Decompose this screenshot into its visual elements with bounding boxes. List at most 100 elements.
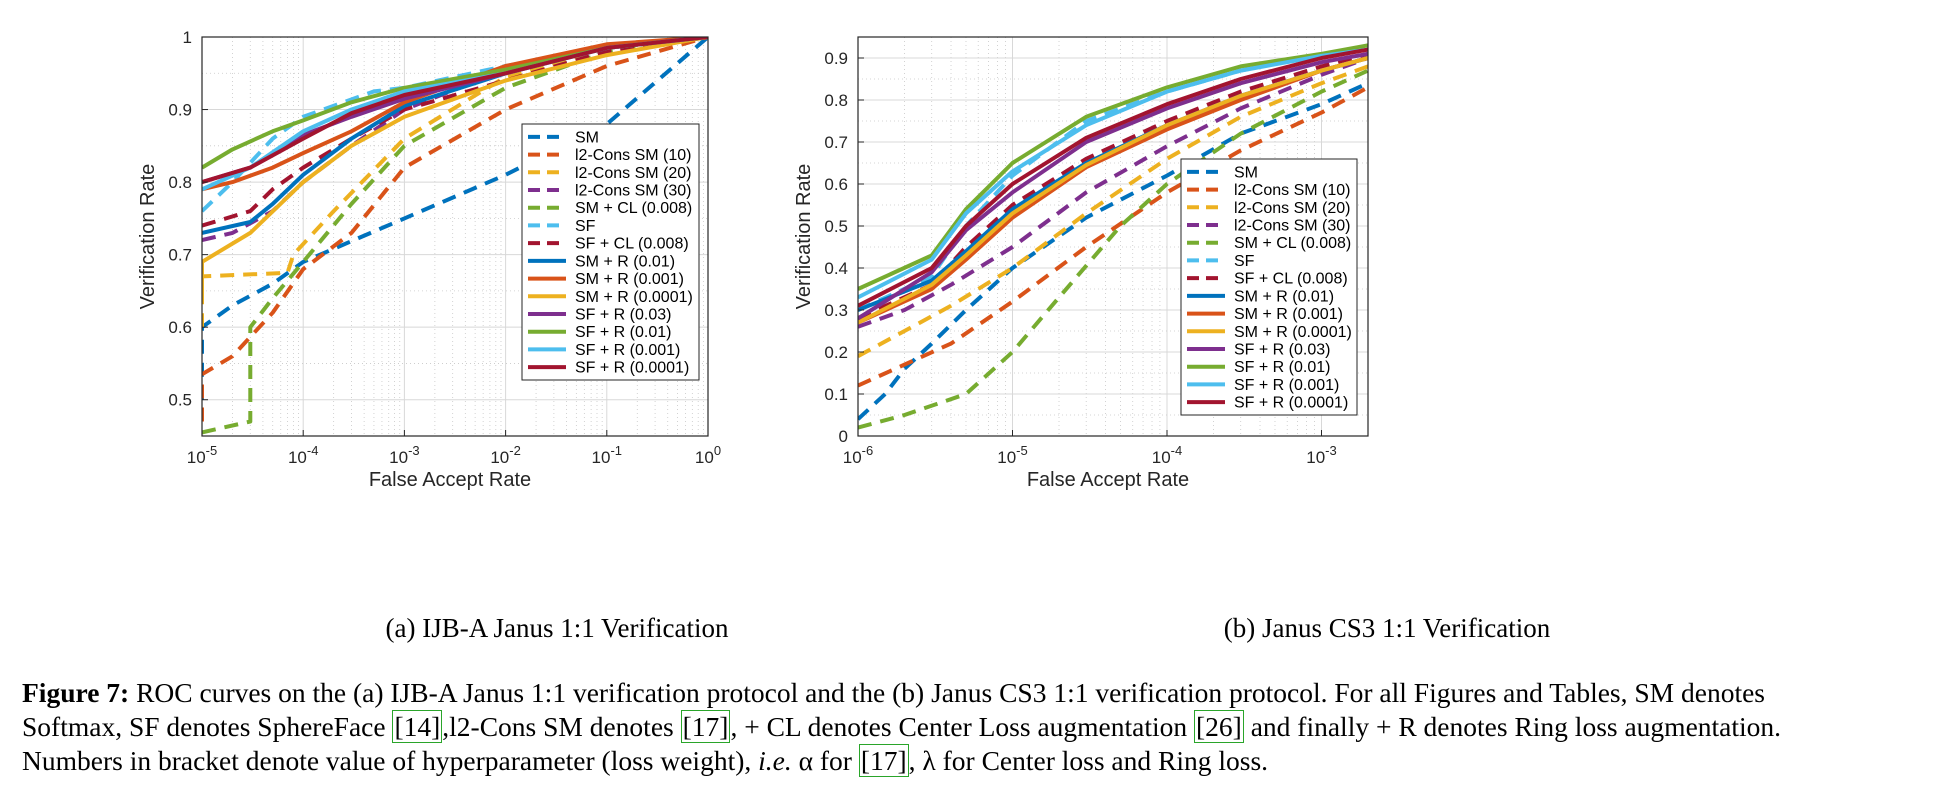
series-line-14 bbox=[858, 47, 1368, 308]
caption-ie: i.e. bbox=[758, 745, 792, 776]
legend-label-14: SF + R (0.0001) bbox=[575, 360, 689, 377]
y-axis-label: Verification Rate bbox=[793, 164, 815, 310]
series-line-14 bbox=[202, 37, 708, 185]
series-line-10 bbox=[202, 37, 708, 291]
legend-label-7: SF + CL (0.008) bbox=[575, 236, 689, 253]
citation-26-link[interactable]: [26] bbox=[1194, 710, 1244, 743]
caption-line3a: Numbers in bracket denote value of hyper… bbox=[22, 745, 759, 776]
caption-line3b: α for bbox=[791, 745, 859, 776]
series-line-1 bbox=[858, 81, 1368, 421]
legend-label-5: SM + CL (0.008) bbox=[1234, 235, 1351, 252]
legend-label-2: l2-Cons SM (10) bbox=[575, 147, 691, 164]
y-tick-label: 0.2 bbox=[824, 343, 848, 362]
legend-label-4: l2-Cons SM (30) bbox=[575, 183, 691, 200]
panel-b-cs3: (b) Janus CS3 1:1 Verification 10-6 10-5 1… bbox=[793, 36, 1551, 643]
citation-14-link[interactable]: [14] bbox=[392, 710, 443, 743]
legend-label-10: SM + R (0.0001) bbox=[575, 289, 693, 306]
axes-box bbox=[857, 36, 1369, 437]
legend-label-1: SM bbox=[575, 129, 599, 146]
series-line-4 bbox=[858, 56, 1368, 329]
y-tick-label: 0.4 bbox=[824, 259, 848, 278]
series-line-2 bbox=[858, 85, 1368, 388]
legend-label-12: SF + R (0.01) bbox=[1234, 359, 1330, 376]
y-tick-label: 0.5 bbox=[824, 217, 848, 236]
x-axis-label: False Accept Rate bbox=[369, 469, 531, 491]
y-tick-label: 0.6 bbox=[168, 318, 192, 337]
legend-label-6: SF bbox=[575, 218, 596, 235]
series-line-11 bbox=[858, 51, 1368, 321]
x-tick-label: 100 bbox=[695, 443, 721, 467]
legend-label-3: l2-Cons SM (20) bbox=[575, 165, 691, 182]
series-line-3 bbox=[202, 37, 708, 328]
x-axis-label: False Accept Rate bbox=[1027, 469, 1189, 491]
legend-label-11: SF + R (0.03) bbox=[1234, 342, 1330, 359]
curves bbox=[202, 37, 708, 435]
y-tick-label: 0.7 bbox=[168, 246, 192, 265]
legend-label-2: l2-Cons SM (10) bbox=[1234, 182, 1350, 199]
panel-b-subcaption: (b) Janus CS3 1:1 Verification bbox=[1224, 613, 1551, 643]
y-tick-label: 0.9 bbox=[168, 101, 192, 120]
x-tick-label: 10-5 bbox=[187, 443, 217, 467]
curves bbox=[858, 43, 1368, 430]
y-axis-label: Verification Rate bbox=[137, 164, 159, 310]
y-ticks: 0 0.1 0.2 0.3 0.4 0.5 0.6 0.7 0.8 0.9 bbox=[824, 49, 864, 446]
y-tick-label: 0.7 bbox=[824, 133, 848, 152]
x-tick-label: 10-5 bbox=[997, 443, 1027, 467]
series-line-13 bbox=[858, 47, 1368, 300]
caption-label: Figure 7: bbox=[22, 677, 130, 708]
legend-label-11: SF + R (0.03) bbox=[575, 307, 671, 324]
series-line-12 bbox=[858, 43, 1368, 291]
legend-label-9: SM + R (0.001) bbox=[1234, 306, 1343, 323]
legend-label-13: SF + R (0.001) bbox=[575, 342, 680, 359]
y-tick-label: 0 bbox=[839, 427, 848, 446]
legend-label-7: SF + CL (0.008) bbox=[1234, 271, 1348, 288]
x-tick-label: 10-1 bbox=[592, 443, 622, 467]
legend-label-8: SM + R (0.01) bbox=[1234, 288, 1334, 305]
series-line-3 bbox=[858, 64, 1368, 358]
legend-label-12: SF + R (0.01) bbox=[575, 324, 671, 341]
x-tick-label: 10-6 bbox=[843, 443, 873, 467]
citation-17-link[interactable]: [17] bbox=[680, 710, 731, 743]
figure-caption: Figure 7: ROC curves on the (a) IJB-A Ja… bbox=[22, 676, 1932, 778]
panel-a-ijba: (a) IJB-A Janus 1:1 Verification 10-5 10-… bbox=[137, 28, 729, 643]
legend-label-3: l2-Cons SM (20) bbox=[1234, 200, 1350, 217]
caption-line1: ROC curves on the (a) IJB-A Janus 1:1 ve… bbox=[129, 677, 1766, 708]
y-tick-label: 0.1 bbox=[824, 385, 848, 404]
legend-label-9: SM + R (0.001) bbox=[575, 271, 684, 288]
x-tick-label: 10-4 bbox=[288, 443, 318, 467]
axes-box bbox=[201, 36, 709, 437]
legend-label-10: SM + R (0.0001) bbox=[1234, 324, 1352, 341]
caption-line2d: and finally + R denotes Ring loss augmen… bbox=[1243, 711, 1782, 742]
series-line-9 bbox=[202, 37, 708, 192]
y-tick-label: 0.6 bbox=[824, 175, 848, 194]
y-tick-label: 0.8 bbox=[824, 91, 848, 110]
y-ticks: 0.5 0.6 0.7 0.8 0.9 1 bbox=[168, 28, 208, 410]
legend-label-1: SM bbox=[1234, 164, 1258, 181]
legend-box bbox=[1180, 158, 1358, 416]
legend-label-13: SF + R (0.001) bbox=[1234, 377, 1339, 394]
x-tick-label: 10-2 bbox=[490, 443, 520, 467]
series-line-10 bbox=[858, 56, 1368, 325]
y-tick-label: 0.3 bbox=[824, 301, 848, 320]
series-line-2 bbox=[202, 37, 708, 422]
x-tick-label: 10-4 bbox=[1152, 443, 1182, 467]
y-tick-label: 0.5 bbox=[168, 391, 192, 410]
x-ticks: 10-6 10-5 10-4 10-3 bbox=[843, 430, 1337, 467]
legend-label-14: SF + R (0.0001) bbox=[1234, 395, 1348, 412]
figure: (a) IJB-A Janus 1:1 Verification 10-5 10-… bbox=[137, 28, 1551, 643]
x-tick-label: 10-3 bbox=[389, 443, 419, 467]
legend-label-4: l2-Cons SM (30) bbox=[1234, 218, 1350, 235]
citation-17-link-2[interactable]: [17] bbox=[858, 744, 909, 777]
y-tick-label: 0.9 bbox=[824, 49, 848, 68]
panel-a-subcaption: (a) IJB-A Janus 1:1 Verification bbox=[386, 613, 729, 643]
legend-label-6: SF bbox=[1234, 253, 1255, 270]
y-tick-label: 0.8 bbox=[168, 173, 192, 192]
legend-box bbox=[521, 123, 700, 381]
series-line-5 bbox=[858, 68, 1368, 430]
y-tick-label: 1 bbox=[183, 28, 192, 47]
legend-label-8: SM + R (0.01) bbox=[575, 253, 675, 270]
x-tick-label: 10-3 bbox=[1306, 443, 1336, 467]
caption-line2b: ,l2-Cons SM denotes bbox=[442, 711, 681, 742]
